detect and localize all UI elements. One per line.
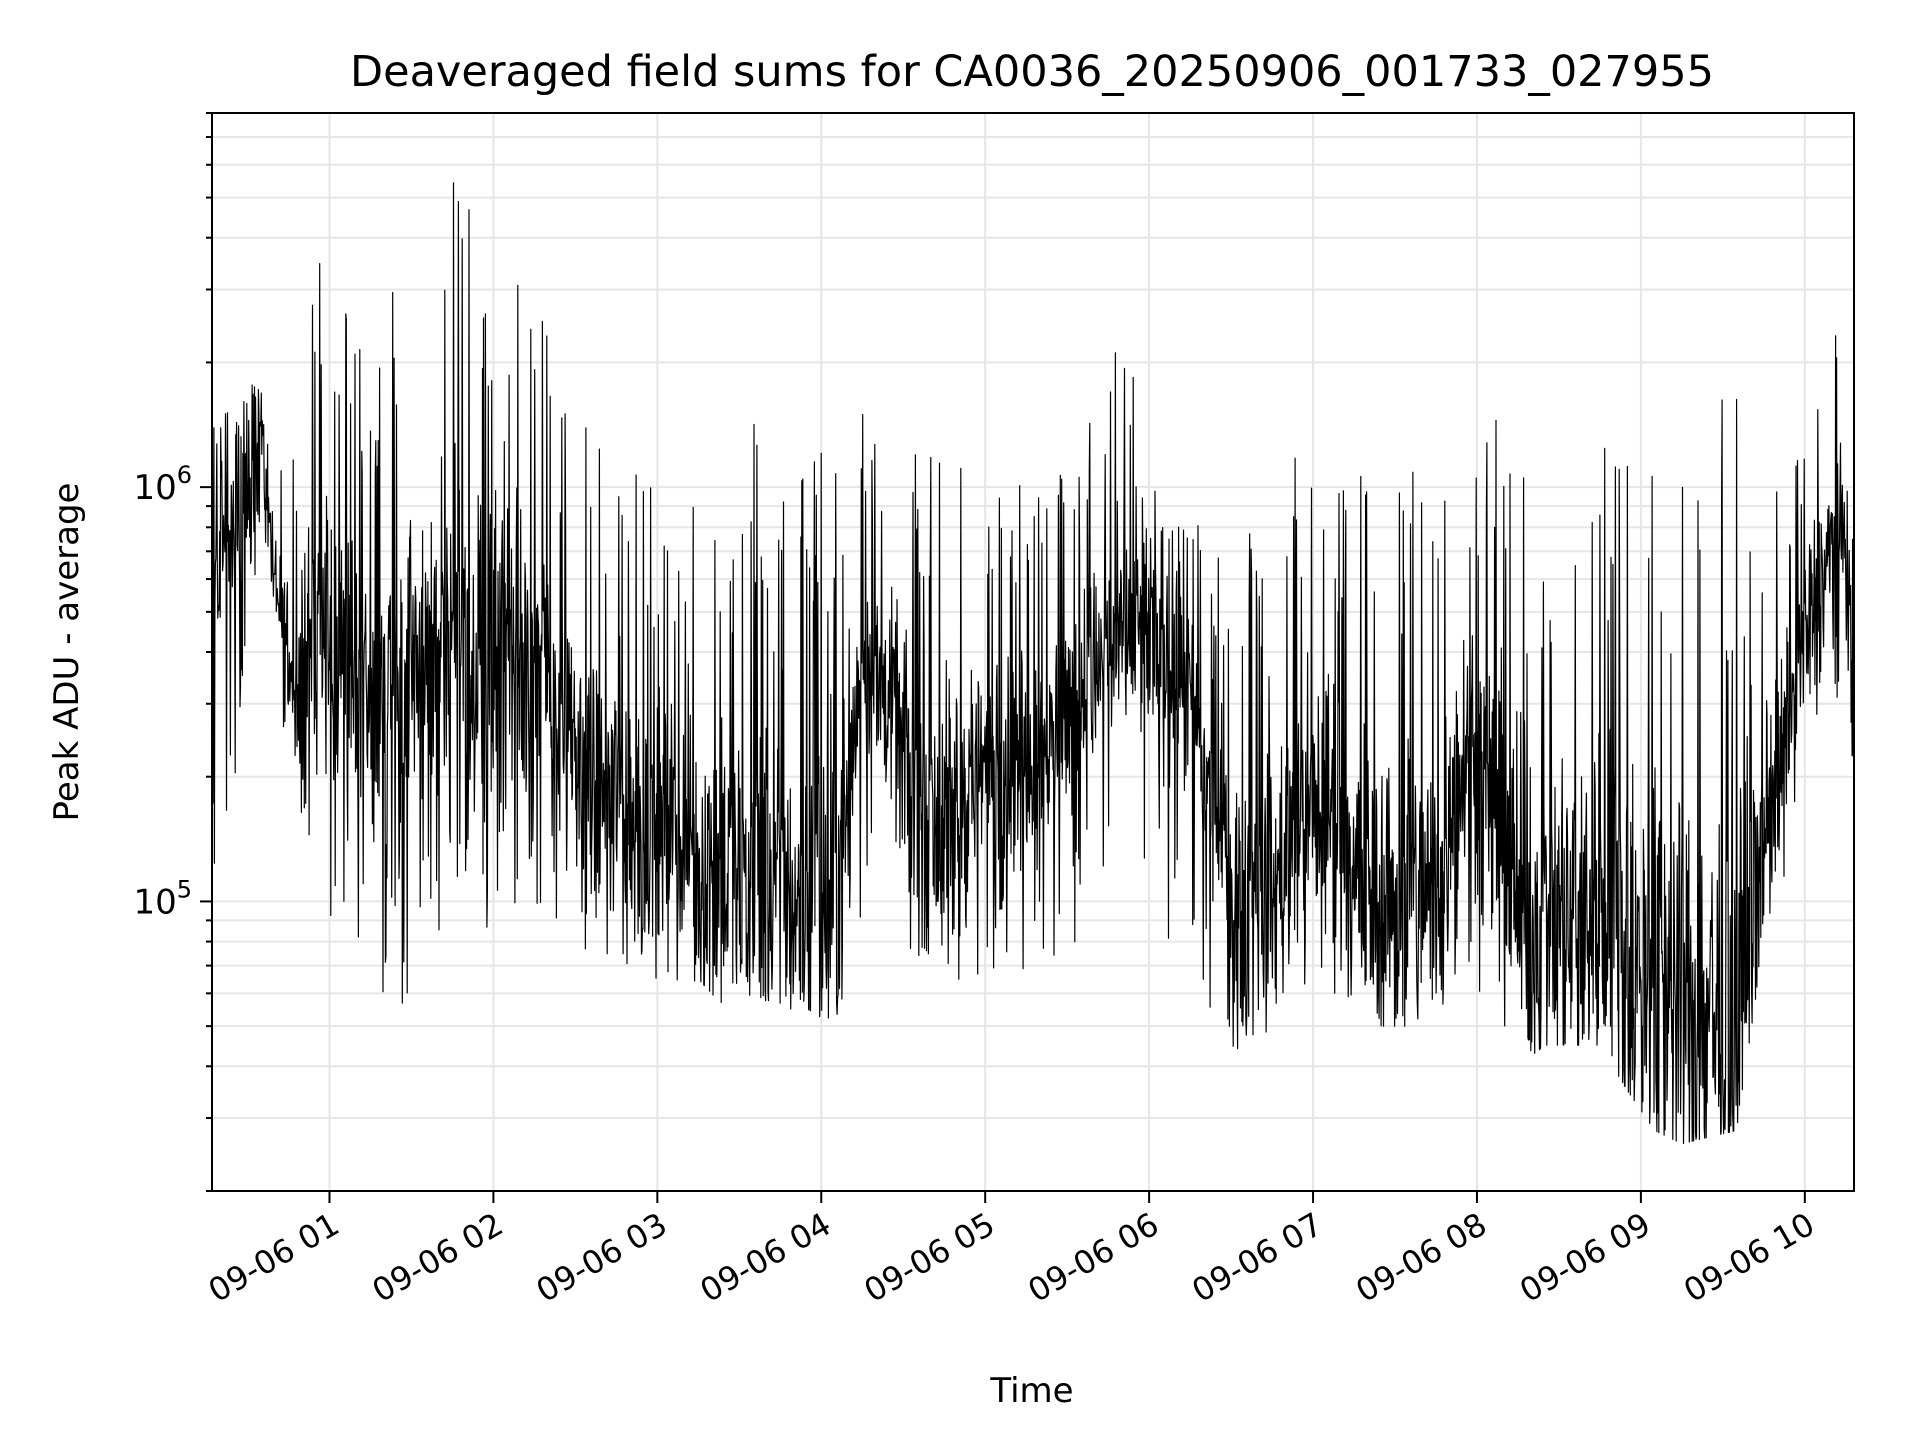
chart-title: Deaveraged field sums for CA0036_2025090… [350,47,1714,97]
y-tick-label: 106 [133,461,192,508]
series-group [211,182,1855,1144]
y-tick-base: 10 [133,882,176,922]
y-axis-label: Peak ADU - average [47,483,87,822]
y-tick-exponent: 5 [177,875,192,903]
y-tick-exponent: 6 [177,461,192,489]
y-tick-label: 105 [133,875,192,922]
x-axis-label: Time [989,1371,1073,1411]
series-line [211,182,1855,1144]
y-tick-base: 10 [133,468,176,508]
